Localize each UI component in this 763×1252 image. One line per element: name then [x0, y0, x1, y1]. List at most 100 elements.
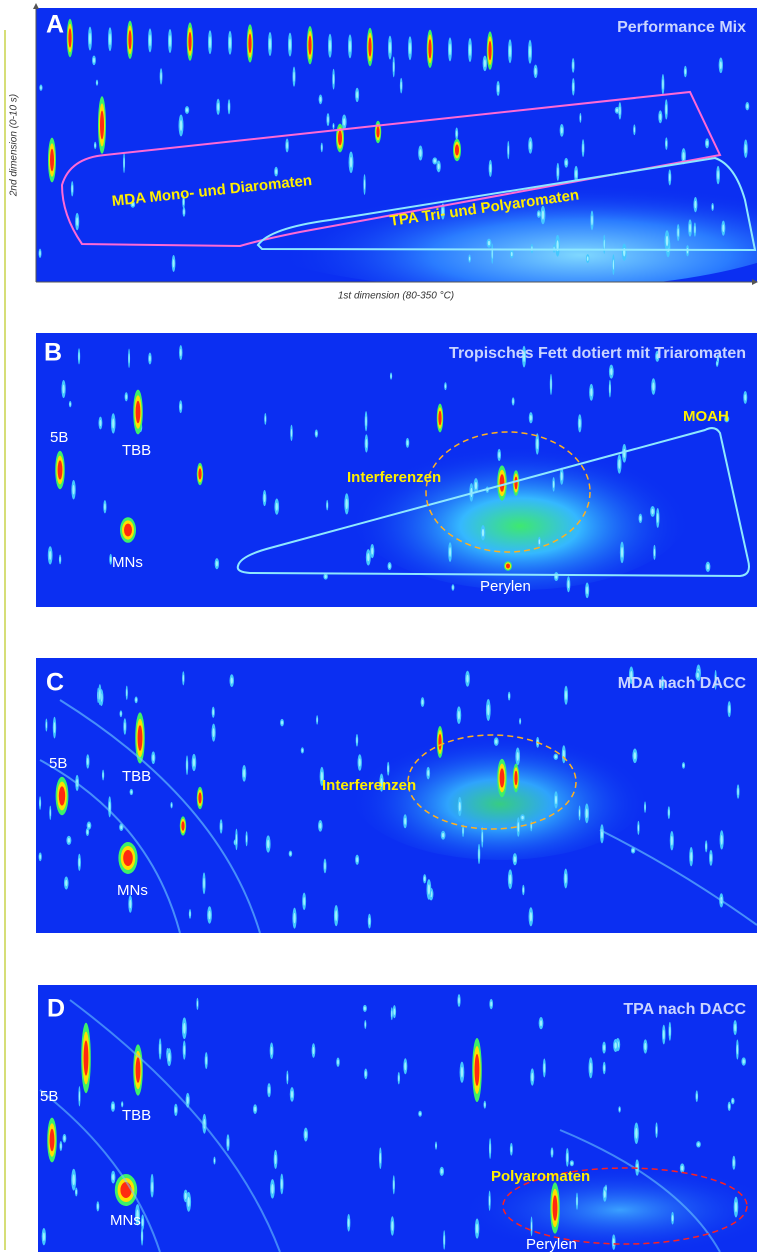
spot: [428, 39, 431, 58]
spot: [198, 792, 201, 803]
spot: [520, 720, 521, 723]
peak-label: Perylen: [526, 1236, 577, 1252]
spot: [96, 81, 97, 84]
spot: [99, 420, 101, 426]
spot: [391, 1221, 393, 1231]
spot: [175, 1107, 177, 1113]
spot: [181, 821, 184, 831]
spot: [632, 849, 634, 852]
spot: [65, 880, 67, 887]
spot: [356, 91, 358, 98]
spot: [745, 144, 747, 153]
spot: [104, 503, 106, 510]
spot: [445, 384, 446, 388]
spot: [120, 1182, 131, 1198]
spot: [183, 1045, 185, 1055]
spot: [356, 737, 357, 743]
spot: [187, 1197, 189, 1207]
spot: [183, 675, 184, 682]
spot: [571, 1162, 573, 1165]
spot: [267, 840, 269, 849]
spot: [389, 564, 391, 568]
panel-title: MDA nach DACC: [618, 675, 747, 692]
spot: [720, 61, 722, 69]
spot: [186, 760, 187, 770]
spot: [348, 1218, 350, 1227]
spot: [590, 388, 592, 396]
spot: [662, 79, 663, 89]
spot: [487, 705, 489, 716]
spot: [469, 44, 471, 56]
spot: [112, 1174, 114, 1180]
spot: [129, 900, 131, 909]
spot: [656, 1126, 657, 1134]
glow: [350, 430, 690, 590]
spot: [203, 878, 205, 889]
spot: [319, 823, 321, 829]
spot: [136, 401, 141, 423]
spot: [576, 1197, 577, 1206]
spot: [728, 705, 730, 713]
spot: [198, 468, 201, 479]
spot: [475, 1054, 480, 1086]
spot: [220, 823, 222, 830]
spot: [365, 416, 366, 426]
spot: [694, 226, 695, 233]
spot: [275, 1155, 277, 1164]
spot: [324, 862, 326, 869]
panel-a: A Performance Mix MDA Mono- und Diaromat…: [36, 8, 763, 290]
spot: [129, 353, 130, 363]
spot: [663, 1030, 665, 1040]
spot: [677, 228, 679, 236]
spot: [508, 146, 509, 155]
spot: [236, 834, 237, 845]
spot: [365, 1022, 366, 1026]
panel-letter: B: [44, 339, 62, 367]
spot: [135, 698, 137, 701]
spot: [579, 809, 580, 816]
peak-label: 5B: [40, 1088, 58, 1105]
spot: [365, 439, 367, 448]
spot: [349, 40, 351, 52]
spot: [189, 911, 190, 916]
spot: [365, 1071, 367, 1076]
spot: [40, 800, 41, 807]
spot: [476, 1224, 478, 1234]
spot: [43, 1232, 45, 1241]
spot: [488, 41, 491, 60]
spot: [669, 173, 671, 181]
spot: [99, 689, 101, 699]
spot: [575, 170, 577, 178]
spot: [60, 557, 61, 562]
spot: [72, 1174, 75, 1185]
spot: [530, 415, 532, 421]
spot: [40, 86, 42, 89]
spot: [521, 816, 523, 819]
spot: [659, 114, 661, 120]
spot: [50, 1129, 55, 1151]
spot: [325, 575, 327, 578]
spot: [213, 728, 215, 737]
spot: [604, 240, 605, 250]
spot: [743, 1059, 745, 1063]
spot: [452, 586, 453, 589]
spot: [59, 786, 65, 805]
spot: [268, 1087, 270, 1094]
spot: [293, 913, 295, 923]
spot: [120, 825, 122, 829]
spot: [76, 217, 78, 226]
spot: [337, 1060, 339, 1065]
spot: [78, 352, 79, 360]
panel-letter: A: [46, 11, 64, 39]
spot: [214, 1159, 215, 1163]
spot: [746, 104, 748, 108]
spot: [737, 1045, 738, 1055]
spot: [364, 179, 365, 189]
spot: [229, 37, 231, 49]
spot: [484, 59, 486, 67]
spot: [696, 1093, 697, 1099]
spot: [728, 1104, 730, 1109]
spot: [572, 62, 573, 69]
spot: [442, 833, 444, 837]
spot: [509, 874, 511, 884]
